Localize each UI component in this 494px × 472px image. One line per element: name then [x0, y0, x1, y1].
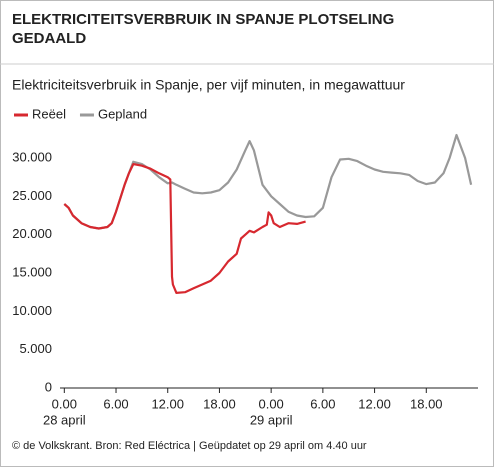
chart-subtitle: Elektriciteitsverbruik in Spanje, per vi… — [12, 77, 405, 93]
chart-title: ELEKTRICITEITSVERBRUIK IN SPANJE PLOTSEL… — [12, 11, 394, 47]
x-tick-label: 6.00 — [310, 396, 335, 411]
x-tick-label: 0.00 — [258, 396, 283, 411]
y-tick-label: 20.000 — [12, 226, 52, 241]
x-tick-label: 18.00 — [410, 396, 443, 411]
date-label: 28 april — [43, 412, 86, 427]
date-label: 29 april — [250, 412, 293, 427]
x-tick-label: 6.00 — [103, 396, 128, 411]
y-tick-label: 5.000 — [19, 341, 52, 356]
x-tick-label: 0.00 — [52, 396, 77, 411]
x-tick-label: 12.00 — [358, 396, 391, 411]
y-tick-label: 30.000 — [12, 149, 52, 164]
y-tick-label: 0 — [45, 379, 52, 394]
legend-label: Gepland — [98, 106, 147, 121]
source: © de Volkskrant. Bron: Red Eléctrica | G… — [12, 440, 367, 452]
legend-label: Reëel — [32, 106, 66, 121]
x-tick-label: 12.00 — [151, 396, 184, 411]
y-tick-label: 25.000 — [12, 188, 52, 203]
series-line — [63, 163, 306, 294]
x-tick-label: 18.00 — [203, 396, 236, 411]
y-tick-label: 15.000 — [12, 264, 52, 279]
y-tick-label: 10.000 — [12, 303, 52, 318]
